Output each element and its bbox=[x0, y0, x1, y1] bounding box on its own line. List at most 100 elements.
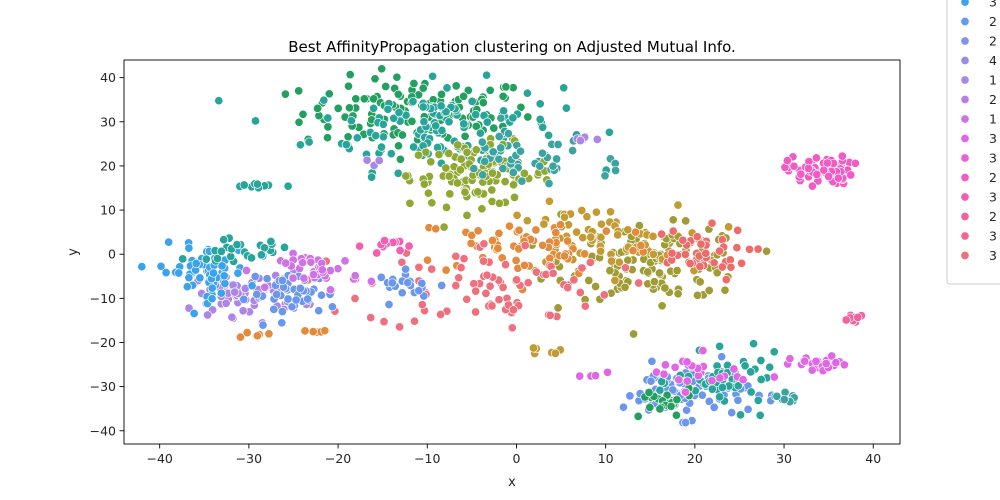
data-point-cluster-9 bbox=[789, 161, 799, 171]
legend-box bbox=[946, 0, 1000, 285]
data-point-cluster-1 bbox=[352, 133, 362, 143]
data-point-cluster-4 bbox=[657, 301, 667, 311]
data-point-cluster-7 bbox=[462, 294, 472, 304]
legend-marker bbox=[960, 94, 970, 105]
data-point-cluster-7 bbox=[545, 310, 555, 320]
data-point-cluster-6 bbox=[487, 235, 498, 246]
data-point-cluster-13 bbox=[207, 283, 217, 293]
data-point-cluster-3 bbox=[548, 161, 558, 171]
data-point-cluster-13 bbox=[174, 268, 184, 278]
data-point-cluster-9 bbox=[837, 151, 847, 161]
data-point-cluster-14 bbox=[316, 290, 327, 300]
legend-label: 3 bbox=[989, 131, 997, 146]
data-point-cluster-16 bbox=[246, 253, 257, 263]
legend-label: 1 bbox=[989, 73, 997, 88]
data-point-cluster-9 bbox=[807, 181, 817, 191]
data-point-cluster-20 bbox=[715, 341, 725, 351]
data-point-cluster-4 bbox=[692, 290, 703, 300]
data-point-cluster-17 bbox=[376, 272, 386, 282]
data-point-cluster-10 bbox=[800, 356, 810, 366]
data-point-cluster-0 bbox=[381, 81, 391, 92]
data-point-cluster-20 bbox=[756, 374, 766, 385]
data-point-cluster-8 bbox=[685, 258, 695, 269]
data-point-cluster-2 bbox=[477, 204, 487, 214]
data-point-cluster-22 bbox=[698, 346, 708, 356]
data-point-cluster-2 bbox=[413, 150, 424, 160]
data-point-cluster-0 bbox=[501, 82, 511, 92]
data-point-cluster-6 bbox=[555, 220, 566, 230]
data-point-cluster-22 bbox=[682, 357, 692, 367]
data-point-cluster-2 bbox=[427, 198, 437, 208]
data-point-cluster-25 bbox=[575, 136, 585, 146]
data-point-cluster-9 bbox=[846, 170, 856, 180]
data-point-cluster-2 bbox=[441, 163, 451, 173]
data-point-cluster-18 bbox=[379, 236, 390, 246]
data-point-cluster-27 bbox=[252, 331, 262, 341]
data-point-cluster-7 bbox=[436, 309, 446, 320]
data-point-cluster-2 bbox=[405, 198, 415, 208]
data-point-cluster-13 bbox=[137, 262, 147, 272]
data-point-cluster-14 bbox=[277, 275, 287, 285]
data-point-cluster-7 bbox=[577, 263, 587, 273]
data-point-cluster-3 bbox=[515, 146, 526, 156]
data-point-cluster-7 bbox=[459, 254, 469, 264]
data-point-cluster-15 bbox=[317, 265, 327, 275]
data-point-cluster-18 bbox=[395, 245, 405, 256]
data-point-cluster-1 bbox=[346, 116, 356, 126]
data-point-cluster-17 bbox=[414, 286, 424, 296]
data-point-cluster-19 bbox=[743, 404, 753, 414]
data-point-cluster-0 bbox=[478, 98, 488, 108]
legend-marker bbox=[960, 192, 970, 202]
data-point-cluster-1 bbox=[386, 149, 396, 159]
data-point-cluster-0 bbox=[343, 81, 354, 91]
data-point-cluster-8 bbox=[696, 239, 706, 249]
data-point-cluster-2 bbox=[401, 171, 411, 181]
data-point-cluster-7 bbox=[599, 290, 609, 300]
data-point-cluster-7 bbox=[498, 282, 508, 292]
data-point-cluster-0 bbox=[463, 85, 473, 95]
data-point-cluster-22 bbox=[651, 367, 662, 377]
data-point-cluster-0 bbox=[436, 89, 447, 99]
data-point-cluster-12 bbox=[227, 312, 237, 322]
data-point-cluster-7 bbox=[417, 300, 427, 310]
data-point-cluster-23 bbox=[252, 179, 263, 189]
data-point-cluster-21 bbox=[644, 387, 654, 398]
data-point-cluster-7 bbox=[580, 301, 590, 311]
data-point-cluster-7 bbox=[395, 322, 405, 332]
data-point-cluster-3 bbox=[503, 129, 513, 139]
data-point-cluster-10 bbox=[821, 359, 831, 369]
data-point-cluster-3 bbox=[568, 146, 578, 156]
data-point-cluster-4 bbox=[584, 275, 594, 286]
data-point-cluster-22 bbox=[674, 375, 684, 385]
y-tick-label: 40 bbox=[100, 70, 116, 85]
data-point-cluster-8 bbox=[732, 243, 742, 253]
y-tick-label: 30 bbox=[100, 114, 116, 129]
data-point-cluster-17 bbox=[387, 278, 397, 288]
plot-frame bbox=[123, 59, 901, 445]
data-point-cluster-4 bbox=[672, 266, 682, 276]
data-point-cluster-10 bbox=[839, 360, 849, 370]
data-point-cluster-8 bbox=[715, 246, 725, 256]
data-point-cluster-1 bbox=[383, 104, 393, 114]
data-point-cluster-1 bbox=[369, 103, 379, 113]
data-point-cluster-12 bbox=[221, 298, 231, 308]
data-point-cluster-7 bbox=[487, 301, 497, 311]
data-point-cluster-20 bbox=[655, 385, 665, 395]
data-point-cluster-27 bbox=[242, 328, 252, 338]
data-point-cluster-20 bbox=[707, 384, 717, 394]
data-point-cluster-5 bbox=[648, 249, 658, 259]
data-point-cluster-15 bbox=[340, 256, 350, 266]
data-point-cluster-13 bbox=[184, 243, 194, 253]
data-point-cluster-14 bbox=[287, 302, 297, 312]
data-point-cluster-1 bbox=[323, 113, 333, 123]
data-point-cluster-19 bbox=[717, 352, 727, 362]
data-point-cluster-0 bbox=[280, 89, 290, 99]
data-point-cluster-2 bbox=[473, 187, 483, 197]
data-point-cluster-16 bbox=[216, 246, 226, 256]
data-point-cluster-17 bbox=[403, 278, 413, 288]
data-point-cluster-3 bbox=[517, 176, 527, 186]
data-point-cluster-0 bbox=[294, 117, 304, 127]
data-point-cluster-1 bbox=[437, 125, 447, 135]
data-point-cluster-2 bbox=[471, 145, 481, 155]
data-point-cluster-30 bbox=[611, 165, 621, 176]
